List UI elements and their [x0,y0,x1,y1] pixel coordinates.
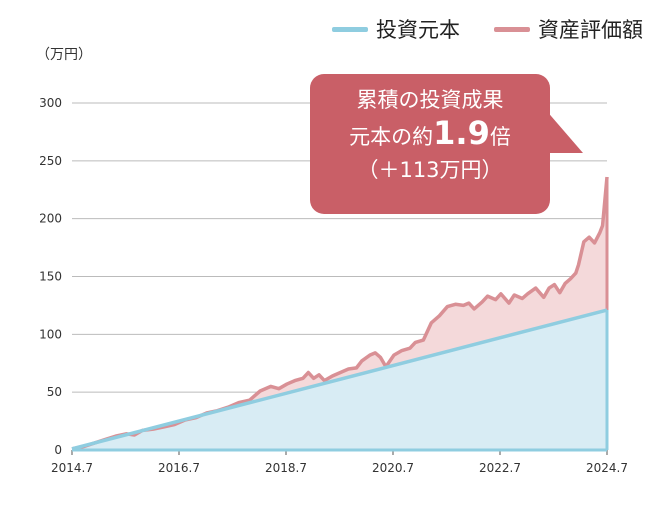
y-tick-label-250: 250 [39,154,62,168]
x-tick-label-2: 2018.7 [265,461,307,475]
principal-line [71,308,608,451]
callout-line-2: 元本の約1.9倍 [310,117,550,154]
legend-item-principal: 投資元本 [332,14,460,44]
y-tick-label-50: 50 [47,385,62,399]
x-tick-label-1: 2016.7 [158,461,200,475]
y-tick-label-150: 150 [39,270,62,284]
valuation-area [72,177,607,449]
x-tick-label-3: 2020.7 [372,461,414,475]
y-tick-label-100: 100 [39,327,62,341]
axis-layer: 0 50 100 150 200 250 300 2014.7 2016.7 2018.7 2020… [39,96,628,475]
legend-swatch-valuation [494,26,530,32]
callout-line-3: （＋113万円） [357,158,503,182]
legend-label-principal: 投資元本 [376,18,460,42]
legend-swatch-principal [332,26,368,32]
line-layer [71,176,609,451]
callout-box: 累積の投資成果 元本の約1.9倍 （＋113万円） [310,74,550,214]
callout-multiplier: 1.9 [433,114,490,152]
area-layer [72,177,607,450]
legend-item-valuation: 資産評価額 [494,14,643,44]
legend: 投資元本 資産評価額 [332,14,643,44]
y-tick-label-200: 200 [39,212,62,226]
y-axis-unit-label: （万円） [36,47,92,63]
y-tick-label-0: 0 [54,443,62,457]
x-tick-label-5: 2024.7 [586,461,628,475]
callout-line-2-pre: 元本の約 [349,125,434,149]
y-tick-label-300: 300 [39,96,62,110]
x-tick-label-0: 2014.7 [51,461,93,475]
callout-line-1: 累積の投資成果 [356,88,504,112]
callout-line-2-post: 倍 [489,125,511,149]
legend-label-valuation: 資産評価額 [538,18,643,42]
x-tick-label-4: 2022.7 [479,461,521,475]
